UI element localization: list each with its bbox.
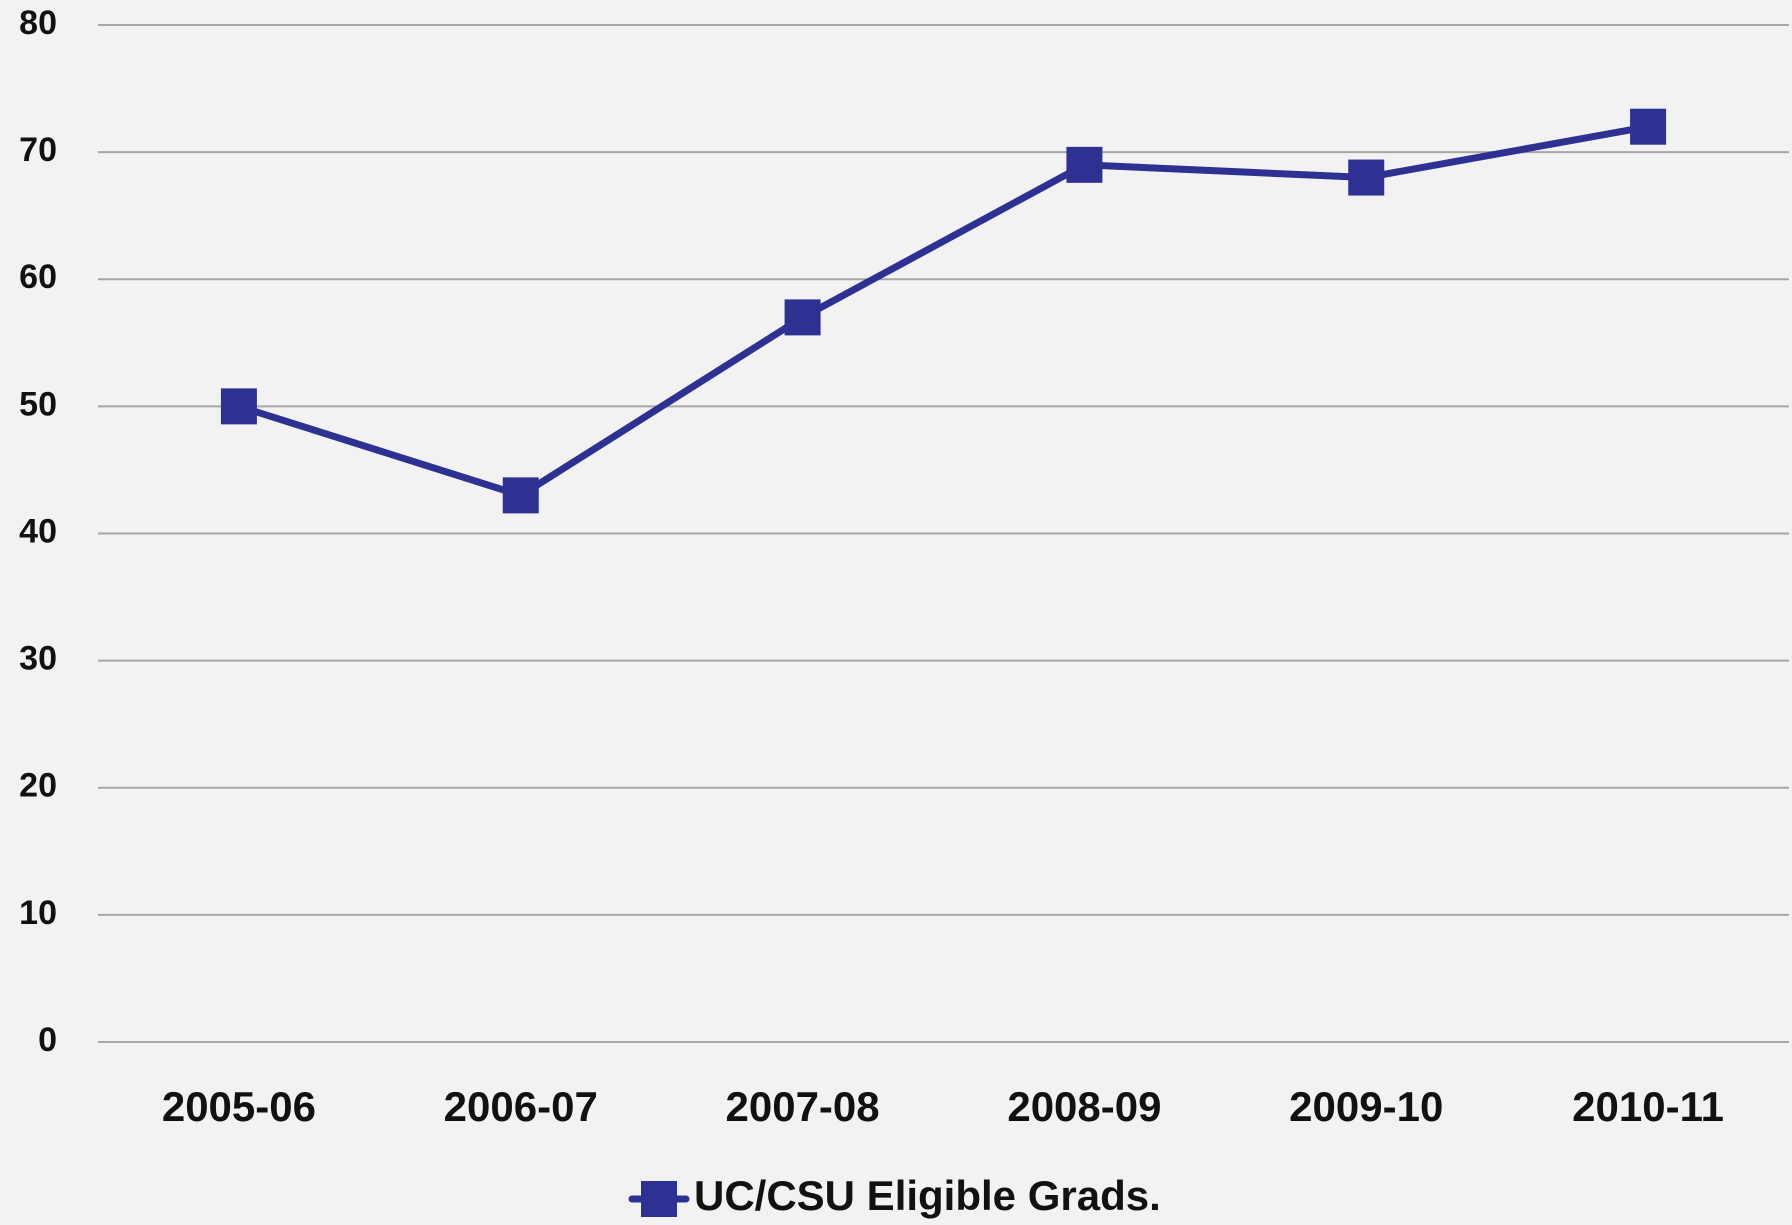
y-tick-label: 40	[19, 512, 57, 550]
marker	[1066, 146, 1103, 183]
x-tick-label: 2005-06	[162, 1083, 316, 1130]
y-tick-label: 60	[19, 258, 57, 296]
marker	[784, 299, 821, 336]
x-tick-label: 2009-10	[1289, 1083, 1443, 1130]
y-tick-label: 20	[19, 767, 57, 805]
y-tick-label: 80	[19, 4, 57, 42]
marker	[502, 477, 539, 514]
marker	[220, 388, 257, 425]
y-tick-label: 70	[19, 131, 57, 169]
y-tick-label: 50	[19, 385, 57, 423]
y-tick-label: 10	[19, 894, 57, 932]
x-tick-label: 2007-08	[726, 1083, 880, 1130]
x-tick-label: 2006-07	[444, 1083, 598, 1130]
x-tick-label: 2008-09	[1007, 1083, 1161, 1130]
series-line	[237, 123, 1649, 499]
y-tick-label: 30	[19, 640, 57, 678]
legend-marker	[641, 1181, 677, 1217]
legend-label: UC/CSU Eligible Grads.	[694, 1172, 1161, 1219]
y-tick-label: 0	[38, 1021, 57, 1059]
marker	[1630, 108, 1667, 145]
marker	[1348, 159, 1385, 196]
x-tick-label: 2010-11	[1572, 1083, 1724, 1130]
